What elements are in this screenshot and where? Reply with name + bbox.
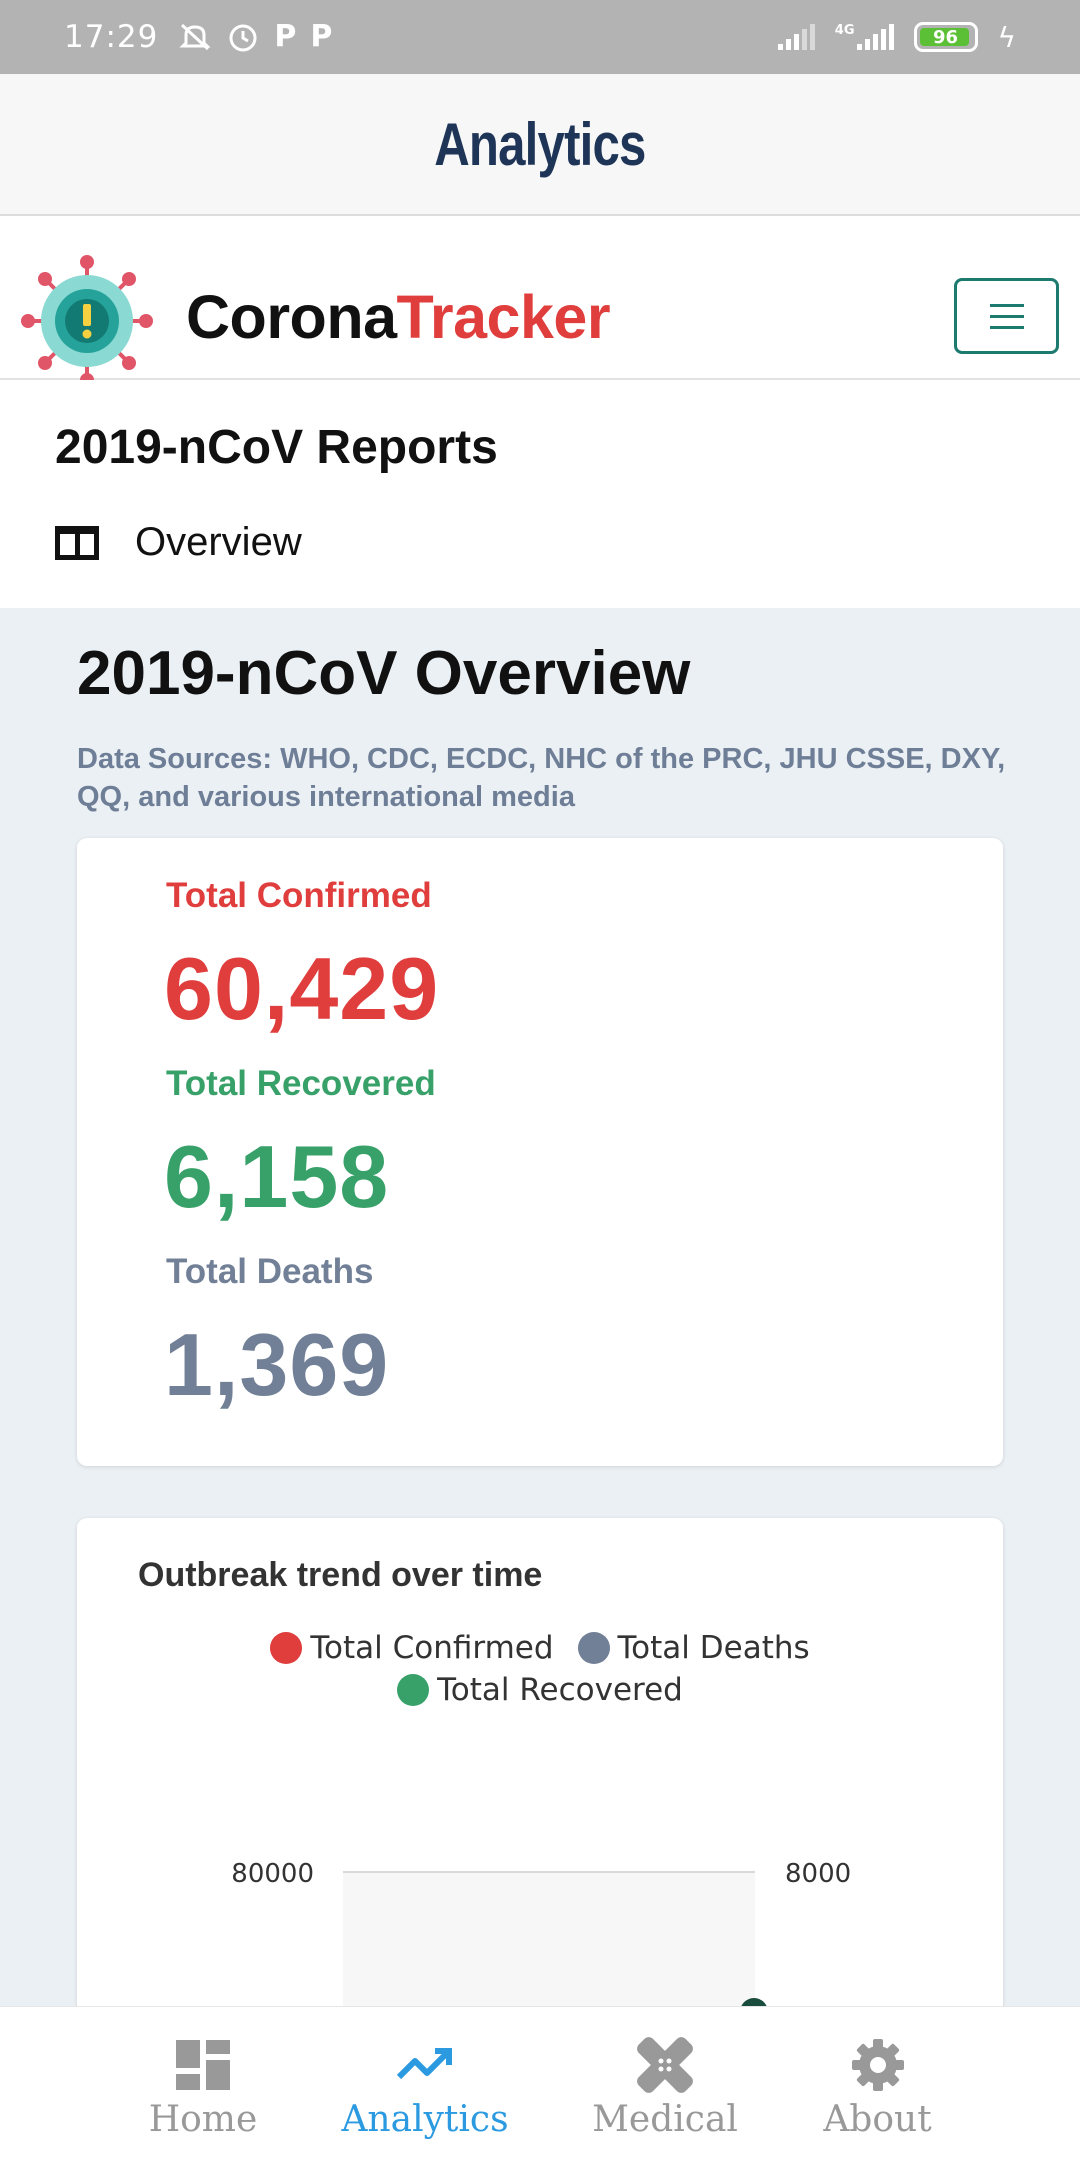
legend-label: Total Deaths [617,1630,810,1666]
signal-icon [777,24,815,50]
confirmed-value: 60,429 [164,939,440,1038]
status-time: 17:29 [64,19,159,55]
deaths-label: Total Deaths [166,1252,374,1291]
parking-icon: P [274,19,297,54]
overview-link[interactable]: Overview [55,520,302,565]
chart-title: Outbreak trend over time [138,1556,543,1594]
overview-title: 2019-nCoV Overview [77,639,691,708]
menu-toggle-button[interactable] [954,278,1059,354]
battery-icon: 96 [913,22,978,52]
charging-icon: ϟ [997,20,1016,54]
mute-icon [179,23,211,51]
legend-item-recovered[interactable]: Total Recovered [397,1672,683,1708]
battery-level: 96 [932,26,959,48]
app-header: Analytics [0,74,1080,216]
gear-icon [850,2037,906,2093]
brand-part-1: Corona [186,283,397,351]
trend-icon [395,2037,455,2093]
bandage-icon [636,2037,694,2093]
tab-analytics[interactable]: Analytics [340,2007,510,2160]
alarm-icon [229,24,257,52]
tab-label: Medical [592,2099,738,2140]
brand-name[interactable]: CoronaTracker [186,282,611,352]
virus-logo-icon[interactable] [20,254,154,388]
brand-part-2: Tracker [396,283,611,351]
reports-title: 2019-nCoV Reports [55,421,498,474]
legend-label: Total Confirmed [310,1630,554,1666]
chart-legend: Total Confirmed Total Deaths Total Recove… [77,1630,1003,1714]
tab-label: About [823,2099,932,2140]
recovered-value: 6,158 [164,1127,390,1226]
status-left-icons: P P [178,20,332,54]
y-left-tick: 80000 [231,1859,314,1889]
hamburger-icon [989,303,1024,307]
overview-label: Overview [135,520,302,564]
parking-icon: P [310,19,333,54]
reports-section: 2019-nCoV Reports Overview [0,380,1080,608]
stats-card: Total Confirmed 60,429 Total Recovered 6… [77,838,1003,1466]
network-type: 4G [834,23,855,38]
status-right-icons: 4G 96 ϟ [777,20,1016,54]
tab-about[interactable]: About [820,2007,935,2160]
tab-home[interactable]: Home [148,2007,258,2160]
tab-label: Analytics [341,2099,509,2140]
confirmed-label: Total Confirmed [166,876,432,915]
tab-medical[interactable]: Medical [590,2007,740,2160]
recovered-label: Total Recovered [166,1064,436,1103]
data-sources: Data Sources: WHO, CDC, ECDC, NHC of the… [77,743,1006,813]
y-right-tick: 8000 [785,1859,851,1889]
site-navbar: CoronaTracker [0,216,1080,387]
signal-4g-icon [856,24,894,50]
legend-item-confirmed[interactable]: Total Confirmed [270,1630,554,1666]
legend-item-deaths[interactable]: Total Deaths [577,1630,810,1666]
legend-label: Total Recovered [437,1672,683,1708]
book-icon [55,525,99,560]
deaths-value: 1,369 [164,1315,390,1414]
status-bar: 17:29 P P 4G 96 ϟ [0,0,1080,74]
tab-label: Home [148,2099,258,2140]
page-title: Analytics [434,110,646,178]
bottom-nav: Home Analytics Medical About [0,2006,1080,2160]
dashboard-icon [176,2037,230,2093]
